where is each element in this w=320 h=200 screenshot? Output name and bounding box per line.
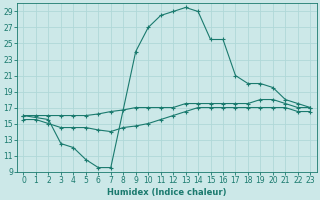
X-axis label: Humidex (Indice chaleur): Humidex (Indice chaleur) (107, 188, 227, 197)
